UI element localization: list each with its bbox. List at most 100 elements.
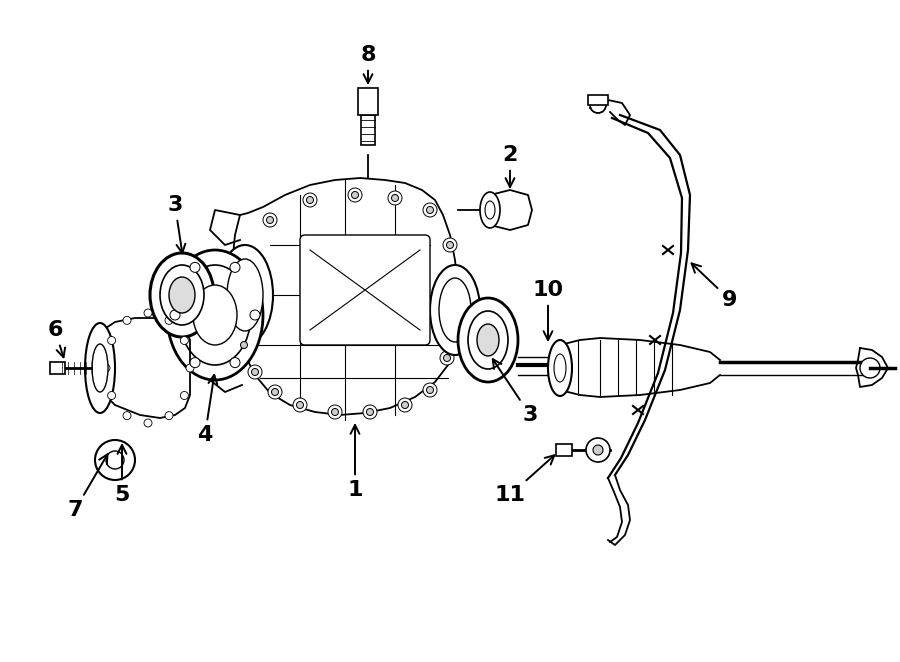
Circle shape xyxy=(328,405,342,419)
Circle shape xyxy=(237,338,251,352)
Circle shape xyxy=(363,405,377,419)
Ellipse shape xyxy=(92,344,108,392)
Circle shape xyxy=(366,408,373,416)
Circle shape xyxy=(307,197,313,203)
Text: 6: 6 xyxy=(47,320,65,357)
Polygon shape xyxy=(560,338,720,397)
Ellipse shape xyxy=(227,259,263,331)
Circle shape xyxy=(440,351,454,365)
Circle shape xyxy=(593,445,603,455)
Ellipse shape xyxy=(480,192,500,228)
Circle shape xyxy=(186,364,194,372)
Ellipse shape xyxy=(85,323,115,413)
Circle shape xyxy=(230,262,240,272)
Circle shape xyxy=(448,278,462,292)
Circle shape xyxy=(590,97,606,113)
Circle shape xyxy=(446,242,454,248)
FancyBboxPatch shape xyxy=(300,235,430,345)
Ellipse shape xyxy=(150,253,214,337)
Circle shape xyxy=(427,207,434,214)
Text: 4: 4 xyxy=(197,375,217,445)
Circle shape xyxy=(423,203,437,217)
Circle shape xyxy=(263,213,277,227)
Text: 3: 3 xyxy=(492,359,537,425)
Circle shape xyxy=(446,318,460,332)
Circle shape xyxy=(233,263,247,277)
Bar xyxy=(358,88,378,115)
Ellipse shape xyxy=(160,265,204,325)
Circle shape xyxy=(293,398,307,412)
Circle shape xyxy=(449,322,456,328)
Ellipse shape xyxy=(439,278,471,342)
Circle shape xyxy=(398,398,412,412)
Bar xyxy=(361,115,375,145)
Circle shape xyxy=(272,389,278,395)
Circle shape xyxy=(95,440,135,480)
Text: 1: 1 xyxy=(347,425,363,500)
Circle shape xyxy=(586,438,610,462)
Circle shape xyxy=(230,357,240,367)
Circle shape xyxy=(423,383,437,397)
Circle shape xyxy=(443,238,457,252)
Ellipse shape xyxy=(169,277,195,313)
Polygon shape xyxy=(856,348,888,387)
Circle shape xyxy=(331,408,338,416)
Text: 3: 3 xyxy=(167,195,185,253)
Text: 11: 11 xyxy=(494,455,554,505)
Bar xyxy=(556,444,572,456)
Ellipse shape xyxy=(477,324,499,356)
Polygon shape xyxy=(490,190,532,230)
Circle shape xyxy=(296,401,303,408)
Circle shape xyxy=(251,369,258,375)
Text: 10: 10 xyxy=(533,280,563,340)
Text: 8: 8 xyxy=(360,45,376,83)
Circle shape xyxy=(170,310,180,320)
Bar xyxy=(588,95,608,105)
Text: 7: 7 xyxy=(68,454,107,520)
Circle shape xyxy=(348,188,362,202)
Ellipse shape xyxy=(179,265,251,365)
Ellipse shape xyxy=(548,340,572,396)
Circle shape xyxy=(108,391,115,399)
Circle shape xyxy=(237,267,244,273)
Circle shape xyxy=(180,336,188,344)
Circle shape xyxy=(240,342,248,348)
Circle shape xyxy=(165,412,173,420)
Circle shape xyxy=(388,191,402,205)
Circle shape xyxy=(165,316,173,324)
Ellipse shape xyxy=(458,298,518,382)
Polygon shape xyxy=(100,318,190,418)
Circle shape xyxy=(190,357,200,367)
Circle shape xyxy=(106,451,124,469)
Circle shape xyxy=(250,310,260,320)
Circle shape xyxy=(248,365,262,379)
Circle shape xyxy=(452,281,458,289)
Text: 5: 5 xyxy=(114,445,130,505)
Polygon shape xyxy=(232,178,458,415)
Circle shape xyxy=(303,193,317,207)
Ellipse shape xyxy=(485,201,495,219)
Circle shape xyxy=(392,195,399,201)
Circle shape xyxy=(102,364,110,372)
Bar xyxy=(50,362,65,374)
Ellipse shape xyxy=(430,265,480,355)
Circle shape xyxy=(427,387,434,393)
Circle shape xyxy=(266,216,274,224)
Circle shape xyxy=(123,316,131,324)
Ellipse shape xyxy=(554,354,566,382)
Circle shape xyxy=(860,358,880,378)
Circle shape xyxy=(108,336,115,344)
Ellipse shape xyxy=(167,250,263,380)
Polygon shape xyxy=(210,210,240,245)
Circle shape xyxy=(235,305,241,312)
Circle shape xyxy=(231,301,245,315)
Ellipse shape xyxy=(193,285,237,345)
Circle shape xyxy=(123,412,131,420)
Circle shape xyxy=(444,354,451,361)
Circle shape xyxy=(352,191,358,199)
Ellipse shape xyxy=(217,245,273,345)
Circle shape xyxy=(190,262,200,272)
Circle shape xyxy=(401,401,409,408)
Circle shape xyxy=(180,391,188,399)
Ellipse shape xyxy=(468,311,508,369)
